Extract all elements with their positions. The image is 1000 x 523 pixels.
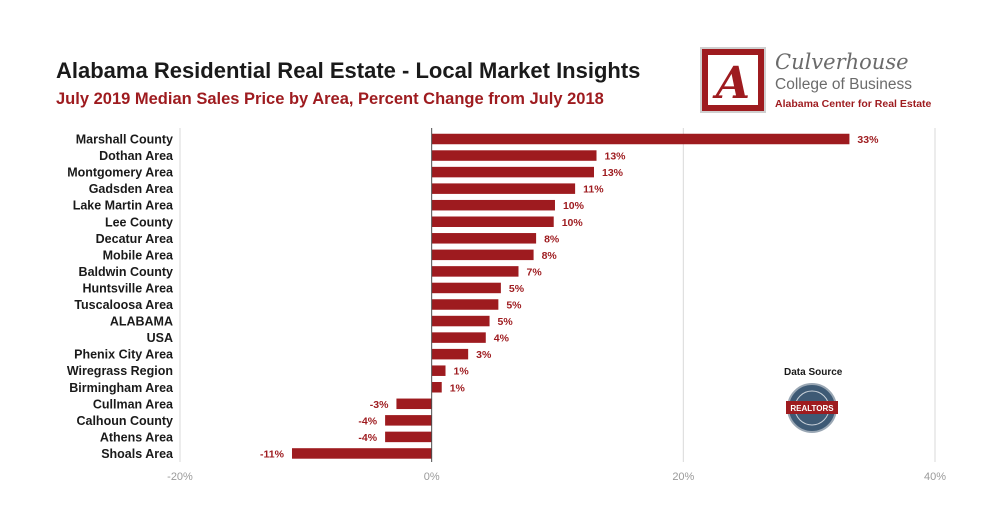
logo-college-name: College of Business: [775, 76, 912, 93]
bar: [431, 282, 501, 294]
bar: [431, 299, 499, 310]
data-label: 10%: [563, 200, 585, 212]
data-label: 11%: [583, 184, 604, 196]
bar: [431, 133, 850, 145]
bar: [431, 382, 442, 393]
data-label: 8%: [542, 250, 558, 262]
category-label: Calhoun County: [76, 414, 173, 428]
category-label: Athens Area: [100, 430, 174, 444]
realtors-badge: REALTORS: [786, 382, 838, 434]
bar: [291, 448, 432, 459]
bar: [431, 233, 537, 244]
bar: [431, 315, 490, 327]
data-label: 1%: [454, 366, 470, 378]
bar: [431, 348, 469, 360]
category-label: Tuscaloosa Area: [74, 298, 174, 312]
university-logo: A: [700, 47, 766, 113]
category-label: Huntsville Area: [82, 281, 174, 295]
data-label: 13%: [602, 167, 624, 179]
data-label: 13%: [605, 151, 627, 163]
data-label: 5%: [498, 316, 514, 328]
data-label: 33%: [857, 134, 879, 146]
bar: [431, 150, 597, 161]
data-label: 7%: [526, 266, 542, 278]
logo-brand-name: Culverhouse: [775, 50, 909, 74]
category-label: Gadsden Area: [89, 182, 174, 196]
bar: [385, 415, 432, 426]
bar: [431, 183, 576, 194]
logo-center-name: Alabama Center for Real Estate: [775, 98, 932, 110]
category-label: Birmingham Area: [69, 381, 174, 395]
data-source-label: Data Source: [784, 367, 843, 378]
chart-title: Alabama Residential Real Estate - Local …: [56, 58, 641, 83]
bar: [431, 365, 446, 376]
category-label: Decatur Area: [96, 232, 174, 246]
category-label: Dothan Area: [99, 149, 174, 163]
category-label: Marshall County: [76, 133, 173, 147]
chart-subtitle: July 2019 Median Sales Price by Area, Pe…: [56, 90, 604, 108]
category-label: Wiregrass Region: [67, 364, 173, 378]
category-label: USA: [147, 331, 173, 345]
data-label: -11%: [260, 448, 285, 460]
logo-letter: A: [712, 58, 750, 109]
x-tick-label: 0%: [424, 471, 440, 483]
bar: [385, 431, 432, 443]
bar: [431, 332, 486, 343]
bar: [431, 216, 554, 227]
realtors-badge-text: REALTORS: [790, 404, 834, 413]
data-label: 4%: [494, 333, 510, 345]
category-label: Baldwin County: [79, 265, 173, 279]
category-label: Mobile Area: [103, 248, 174, 262]
category-label: ALABAMA: [110, 315, 173, 329]
bar: [431, 249, 534, 261]
data-label: 5%: [506, 300, 522, 312]
data-label: -4%: [358, 415, 377, 427]
category-label: Lee County: [105, 215, 173, 229]
bar: [431, 266, 519, 277]
category-label: Lake Martin Area: [73, 199, 174, 213]
x-tick-label: 40%: [924, 471, 946, 483]
x-tick-label: -20%: [167, 471, 193, 483]
data-label: -4%: [358, 432, 377, 444]
category-label: Montgomery Area: [67, 166, 174, 180]
bar: [396, 398, 432, 410]
data-label: 10%: [562, 217, 584, 229]
category-label: Cullman Area: [93, 397, 174, 411]
x-tick-label: 20%: [672, 471, 694, 483]
data-label: 3%: [476, 349, 492, 361]
data-label: 1%: [450, 382, 466, 394]
data-label: -3%: [370, 399, 389, 411]
bar: [431, 166, 594, 178]
data-label: 5%: [509, 283, 525, 295]
bar: [431, 199, 555, 211]
category-label: Shoals Area: [101, 447, 174, 461]
category-label: Phenix City Area: [74, 348, 174, 362]
data-label: 8%: [544, 233, 560, 245]
